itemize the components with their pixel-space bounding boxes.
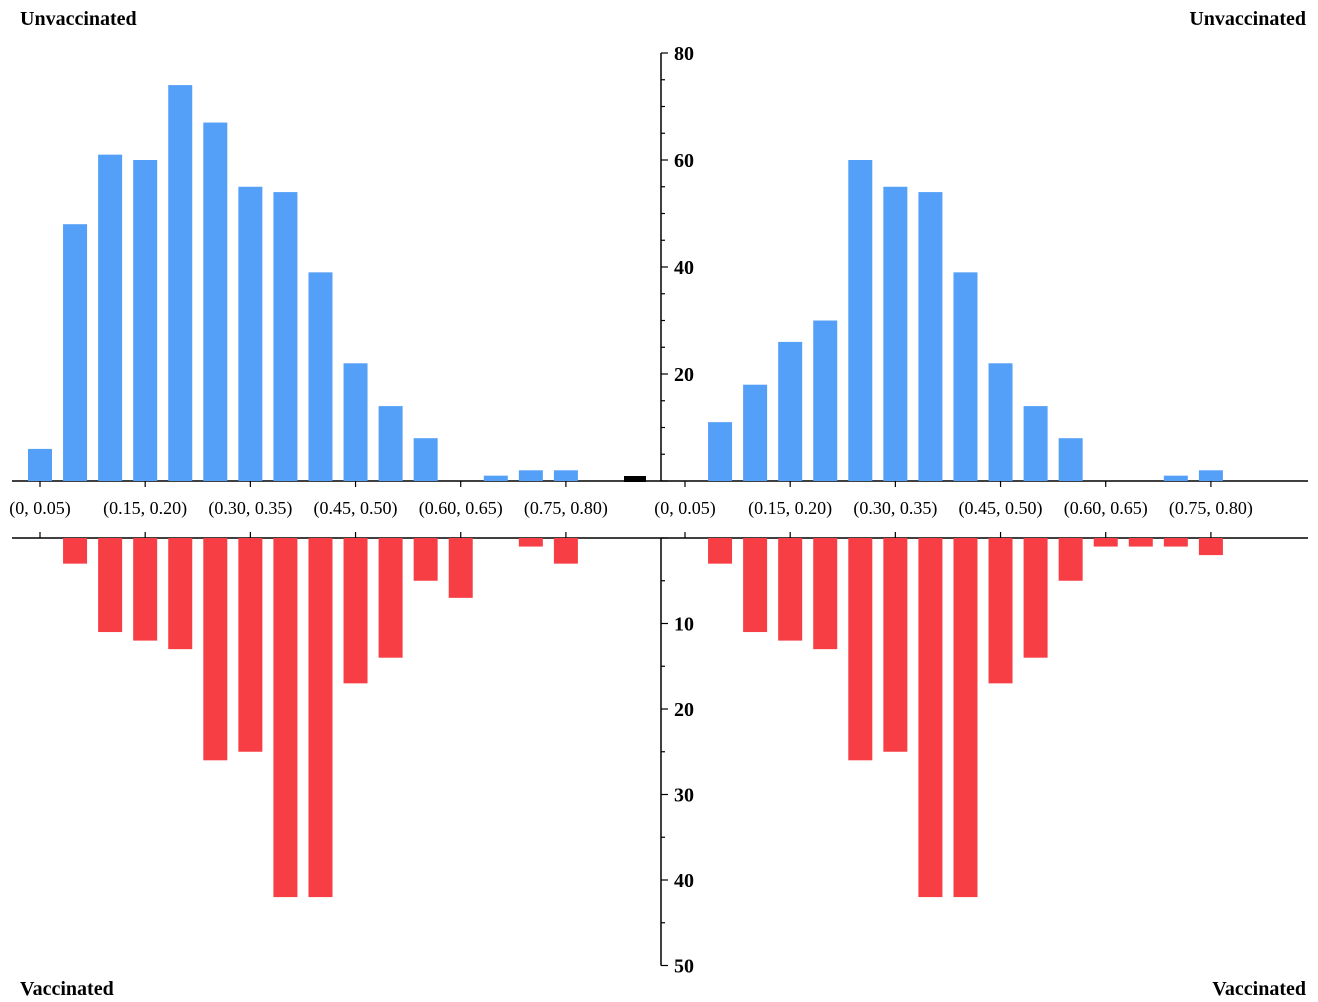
- bar-unvaccinated-left: [378, 406, 403, 481]
- bar-vaccinated-right: [988, 538, 1013, 684]
- bar-unvaccinated-left: [308, 272, 333, 481]
- y-tick-label-top: 60: [674, 150, 694, 172]
- bar-unvaccinated-right: [813, 320, 838, 481]
- bar-unvaccinated-right: [848, 160, 873, 481]
- x-tick-label: (0.75, 0.80): [524, 498, 608, 519]
- bar-vaccinated-right: [883, 538, 908, 752]
- y-tick-label-top: 40: [674, 257, 694, 279]
- bottom-right-label: Vaccinated: [1212, 978, 1306, 1000]
- bar-vaccinated-left: [273, 538, 298, 898]
- bar-vaccinated-left: [448, 538, 473, 598]
- bar-unvaccinated-left: [133, 160, 158, 481]
- y-tick-label-bottom: 40: [674, 870, 694, 892]
- bar-vaccinated-right: [953, 538, 978, 898]
- y-tick-label-bottom: 50: [674, 956, 694, 978]
- y-tick-label-top: 80: [674, 43, 694, 65]
- bar-unvaccinated-right: [1198, 470, 1223, 481]
- bar-vaccinated-left: [308, 538, 333, 898]
- bar-vaccinated-right: [848, 538, 873, 761]
- bar-vaccinated-left: [168, 538, 193, 650]
- bar-unvaccinated-left: [518, 470, 543, 481]
- bar-vaccinated-right: [743, 538, 768, 633]
- bar-unvaccinated-left: [28, 448, 52, 481]
- y-tick-label-bottom: 10: [674, 614, 694, 636]
- bar-unvaccinated-left: [203, 122, 228, 482]
- centre-marker: [624, 476, 646, 482]
- bar-vaccinated-left: [98, 538, 123, 633]
- bar-vaccinated-right: [708, 538, 733, 564]
- bar-vaccinated-left: [203, 538, 228, 761]
- bar-unvaccinated-left: [98, 154, 123, 481]
- x-tick-label: (0.60, 0.65): [1064, 498, 1148, 519]
- bar-vaccinated-left: [518, 538, 543, 547]
- bottom-left-label: Vaccinated: [20, 978, 114, 1000]
- x-tick-label: (0.15, 0.20): [103, 498, 187, 519]
- bar-vaccinated-right: [813, 538, 838, 650]
- bar-vaccinated-left: [238, 538, 263, 752]
- x-tick-label: (0.45, 0.50): [959, 498, 1043, 519]
- bar-vaccinated-right: [778, 538, 803, 641]
- y-tick-label-bottom: 30: [674, 785, 694, 807]
- bar-vaccinated-right: [1163, 538, 1188, 547]
- bar-vaccinated-left: [413, 538, 438, 581]
- bar-vaccinated-left: [378, 538, 403, 658]
- bar-unvaccinated-left: [63, 224, 88, 481]
- bar-unvaccinated-right: [743, 384, 768, 481]
- bar-unvaccinated-right: [708, 422, 733, 481]
- top-left-label: Unvaccinated: [20, 8, 137, 30]
- bar-unvaccinated-left: [168, 85, 193, 481]
- x-tick-label: (0.15, 0.20): [748, 498, 832, 519]
- x-tick-label: (0.30, 0.35): [208, 498, 292, 519]
- y-tick-label-top: 20: [674, 364, 694, 386]
- bar-unvaccinated-left: [238, 186, 263, 481]
- x-tick-label: (0, 0.05): [654, 498, 716, 519]
- bar-vaccinated-right: [1023, 538, 1048, 658]
- bar-unvaccinated-left: [413, 438, 438, 481]
- bar-unvaccinated-right: [1163, 475, 1188, 481]
- bar-vaccinated-left: [343, 538, 368, 684]
- bar-unvaccinated-left: [553, 470, 578, 481]
- bar-vaccinated-right: [1198, 538, 1223, 556]
- top-right-label: Unvaccinated: [1189, 8, 1306, 30]
- bar-vaccinated-right: [1093, 538, 1118, 547]
- bar-unvaccinated-right: [883, 186, 908, 481]
- bar-unvaccinated-right: [953, 272, 978, 481]
- bar-vaccinated-right: [1128, 538, 1153, 547]
- y-tick-label-bottom: 20: [674, 699, 694, 721]
- bar-unvaccinated-right: [778, 341, 803, 481]
- bar-vaccinated-left: [63, 538, 88, 564]
- bar-vaccinated-left: [133, 538, 158, 641]
- bar-unvaccinated-left: [273, 192, 298, 481]
- x-tick-label: (0.45, 0.50): [314, 498, 398, 519]
- x-tick-label: (0.75, 0.80): [1169, 498, 1253, 519]
- bar-unvaccinated-right: [918, 192, 943, 481]
- x-tick-label: (0, 0.05): [9, 498, 71, 519]
- bar-unvaccinated-left: [483, 475, 508, 481]
- bar-vaccinated-right: [1058, 538, 1083, 581]
- x-tick-label: (0.60, 0.65): [419, 498, 503, 519]
- bar-unvaccinated-left: [343, 363, 368, 481]
- bar-unvaccinated-right: [1058, 438, 1083, 481]
- x-tick-label: (0.30, 0.35): [853, 498, 937, 519]
- bar-unvaccinated-right: [988, 363, 1013, 481]
- bar-vaccinated-left: [553, 538, 578, 564]
- bar-vaccinated-right: [918, 538, 943, 898]
- bar-unvaccinated-right: [1023, 406, 1048, 481]
